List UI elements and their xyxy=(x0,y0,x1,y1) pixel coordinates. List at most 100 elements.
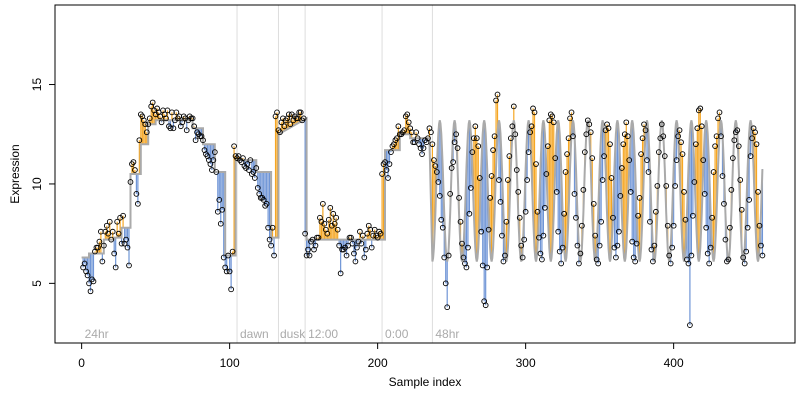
data-point xyxy=(95,244,101,251)
data-point xyxy=(623,119,630,126)
data-point xyxy=(681,189,687,195)
data-point xyxy=(223,268,230,275)
data-point xyxy=(531,109,538,116)
phase-label: dusk xyxy=(280,327,306,341)
data-point xyxy=(544,143,551,150)
data-point xyxy=(755,189,761,195)
data-point xyxy=(183,127,190,134)
data-point xyxy=(191,123,197,130)
data-point xyxy=(573,214,579,221)
data-point xyxy=(605,125,612,132)
data-point xyxy=(645,169,652,175)
data-point xyxy=(709,214,715,221)
data-point xyxy=(676,127,683,134)
data-point xyxy=(472,123,479,130)
data-point xyxy=(528,123,535,130)
data-point xyxy=(617,193,624,199)
data-point xyxy=(716,109,723,116)
data-point xyxy=(549,113,556,120)
data-point xyxy=(506,153,513,159)
data-point xyxy=(543,171,550,177)
data-point xyxy=(385,175,391,181)
data-point xyxy=(690,212,696,219)
data-point xyxy=(439,224,446,231)
data-point xyxy=(274,109,280,116)
data-point xyxy=(633,240,640,247)
x-tick-label: 300 xyxy=(516,356,536,370)
data-point xyxy=(744,224,751,231)
data-point xyxy=(213,169,220,175)
data-point xyxy=(658,121,665,128)
data-point xyxy=(263,200,270,207)
data-point xyxy=(719,173,726,179)
x-tick-label: 200 xyxy=(368,356,388,370)
data-point xyxy=(136,137,143,144)
data-point xyxy=(540,232,547,239)
data-point xyxy=(669,244,676,251)
data-point xyxy=(759,252,766,259)
data-point xyxy=(570,133,576,140)
data-point xyxy=(507,135,514,142)
data-point xyxy=(509,123,516,130)
x-tick-label: 400 xyxy=(664,356,684,370)
data-point xyxy=(756,222,763,229)
data-point xyxy=(334,226,341,233)
data-point xyxy=(126,262,132,269)
data-point xyxy=(163,115,169,122)
data-point xyxy=(143,129,150,136)
data-point xyxy=(362,246,369,253)
data-point xyxy=(627,189,634,195)
data-point xyxy=(149,99,156,106)
data-point xyxy=(660,133,667,140)
data-point xyxy=(170,125,177,132)
data-point xyxy=(550,119,557,126)
data-point xyxy=(491,133,498,140)
data-point xyxy=(84,272,91,279)
data-point xyxy=(586,121,593,128)
data-point xyxy=(749,135,755,142)
data-point xyxy=(90,278,97,285)
data-point xyxy=(253,165,260,171)
data-point xyxy=(587,129,594,136)
data-point xyxy=(123,236,129,243)
data-point xyxy=(331,220,338,227)
data-point xyxy=(114,218,121,225)
data-point xyxy=(735,143,742,150)
data-point xyxy=(558,260,565,267)
phase-label: 0:00 xyxy=(385,327,409,341)
data-point xyxy=(568,109,575,116)
data-point xyxy=(432,163,439,169)
data-point xyxy=(130,159,137,165)
data-point xyxy=(741,260,748,267)
data-point xyxy=(710,169,717,175)
data-point xyxy=(456,195,462,201)
data-point xyxy=(642,127,649,134)
data-point xyxy=(704,250,711,257)
data-point xyxy=(420,145,427,152)
data-point xyxy=(431,157,437,163)
data-point xyxy=(388,149,394,155)
data-point xyxy=(405,119,412,126)
data-point xyxy=(513,167,520,173)
data-point xyxy=(664,222,671,229)
data-point xyxy=(271,252,277,259)
data-point xyxy=(333,214,340,221)
data-point xyxy=(469,149,476,155)
data-point xyxy=(644,157,650,163)
data-point xyxy=(614,242,621,249)
data-point xyxy=(651,242,658,249)
data-point xyxy=(231,143,237,150)
data-point xyxy=(368,244,375,251)
data-point xyxy=(661,153,668,159)
data-point xyxy=(592,232,599,239)
data-point xyxy=(753,141,760,148)
data-point xyxy=(533,161,539,167)
data-point xyxy=(616,228,622,235)
data-point xyxy=(626,157,633,163)
data-point xyxy=(497,198,504,205)
data-point xyxy=(697,105,704,112)
data-point xyxy=(395,123,402,130)
data-point xyxy=(494,91,501,98)
data-point xyxy=(488,173,495,179)
